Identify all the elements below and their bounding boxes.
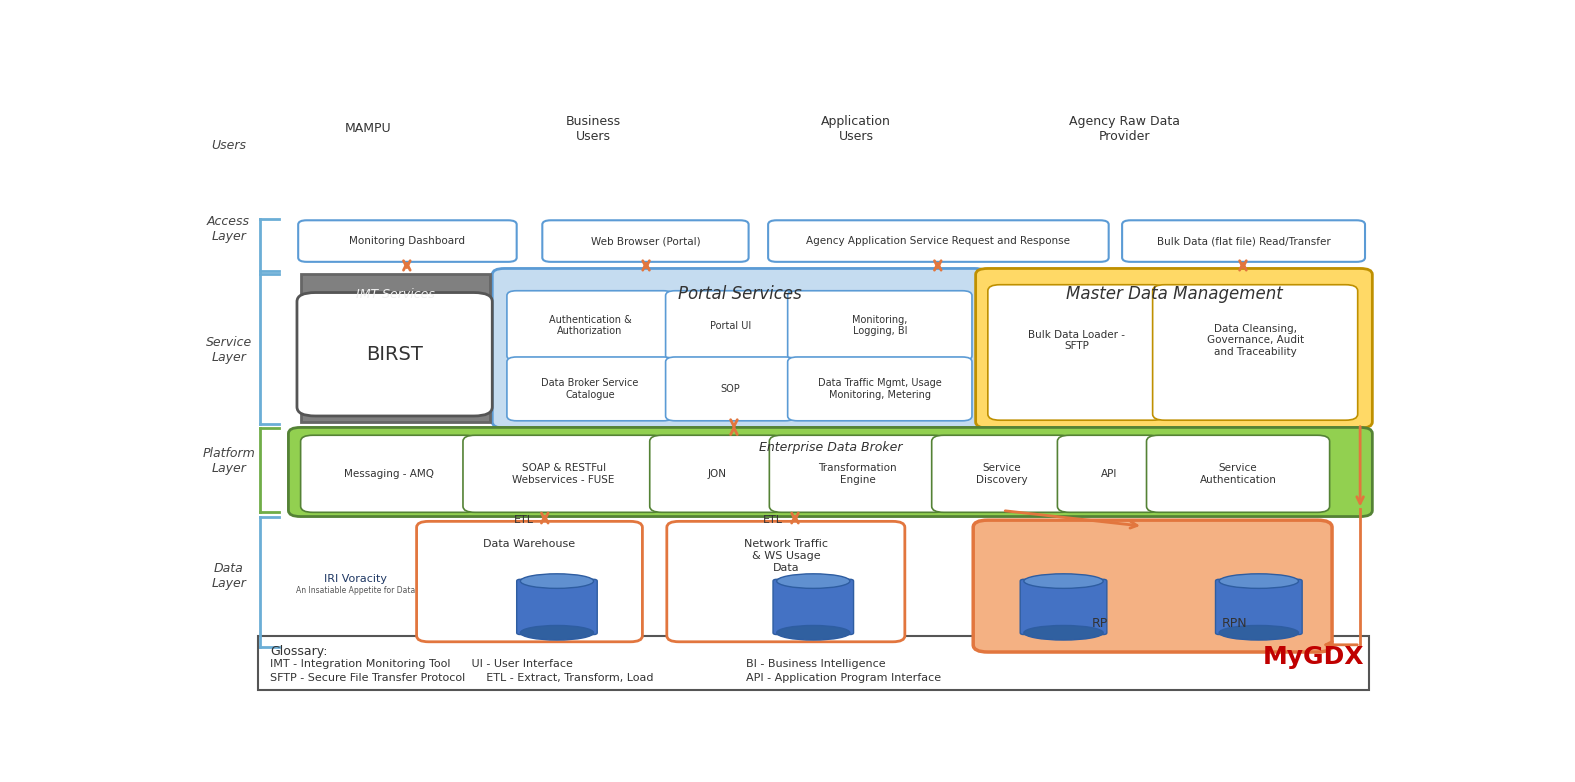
Text: Authentication &
Authorization: Authentication & Authorization <box>548 315 632 336</box>
Text: Monitoring,
Logging, BI: Monitoring, Logging, BI <box>852 315 907 336</box>
FancyBboxPatch shape <box>988 285 1166 420</box>
Text: IMT - Integration Monitoring Tool      UI - User Interface: IMT - Integration Monitoring Tool UI - U… <box>271 658 573 669</box>
Text: Data Traffic Mgmt, Usage
Monitoring, Metering: Data Traffic Mgmt, Usage Monitoring, Met… <box>817 378 942 400</box>
Text: RPN: RPN <box>1222 617 1247 630</box>
Text: MyGDX: MyGDX <box>1263 645 1364 669</box>
FancyBboxPatch shape <box>932 436 1073 512</box>
Ellipse shape <box>1219 626 1298 640</box>
FancyBboxPatch shape <box>463 436 665 512</box>
FancyBboxPatch shape <box>1057 436 1161 512</box>
Text: An Insatiable Appetite for Data: An Insatiable Appetite for Data <box>296 586 416 595</box>
Text: MAMPU: MAMPU <box>345 122 391 135</box>
Text: API - Application Program Interface: API - Application Program Interface <box>747 673 942 683</box>
FancyBboxPatch shape <box>288 428 1372 517</box>
FancyBboxPatch shape <box>517 579 597 634</box>
FancyBboxPatch shape <box>666 522 904 642</box>
Text: Data Broker Service
Catalogue: Data Broker Service Catalogue <box>542 378 638 400</box>
Text: Bulk Data (flat file) Read/Transfer: Bulk Data (flat file) Read/Transfer <box>1156 236 1331 246</box>
Text: Users: Users <box>211 138 246 152</box>
Text: SOP: SOP <box>720 384 740 394</box>
FancyBboxPatch shape <box>773 579 854 634</box>
Bar <box>258 636 1369 690</box>
Text: Platform
Layer: Platform Layer <box>202 447 255 475</box>
Text: Service
Authentication: Service Authentication <box>1200 463 1276 485</box>
Ellipse shape <box>520 574 594 588</box>
Ellipse shape <box>776 574 851 588</box>
Text: Service
Layer: Service Layer <box>205 335 252 364</box>
FancyBboxPatch shape <box>507 291 673 361</box>
Ellipse shape <box>520 626 594 640</box>
Text: Agency Raw Data
Provider: Agency Raw Data Provider <box>1069 115 1180 143</box>
Text: Transformation
Engine: Transformation Engine <box>819 463 898 485</box>
FancyBboxPatch shape <box>975 268 1372 428</box>
Text: SOAP & RESTFul
Webservices - FUSE: SOAP & RESTFul Webservices - FUSE <box>512 463 614 485</box>
Text: Portal UI: Portal UI <box>710 321 751 331</box>
FancyBboxPatch shape <box>542 221 748 262</box>
Ellipse shape <box>1024 574 1102 588</box>
Ellipse shape <box>776 626 851 640</box>
Text: Network Traffic
& WS Usage
Data: Network Traffic & WS Usage Data <box>743 540 828 572</box>
Text: Data
Layer: Data Layer <box>211 561 246 590</box>
Text: ETL: ETL <box>513 515 534 526</box>
Text: Access
Layer: Access Layer <box>206 215 250 243</box>
FancyBboxPatch shape <box>1021 579 1107 634</box>
Text: Service
Discovery: Service Discovery <box>976 463 1028 485</box>
FancyBboxPatch shape <box>1153 285 1358 420</box>
Text: API: API <box>1101 468 1118 479</box>
Text: Bulk Data Loader -
SFTP: Bulk Data Loader - SFTP <box>1028 330 1125 351</box>
FancyBboxPatch shape <box>507 357 673 421</box>
FancyBboxPatch shape <box>298 292 493 416</box>
FancyBboxPatch shape <box>416 522 643 642</box>
Text: SFTP - Secure File Transfer Protocol      ETL - Extract, Transform, Load: SFTP - Secure File Transfer Protocol ETL… <box>271 673 654 683</box>
Text: IRI Voracity: IRI Voracity <box>324 573 387 583</box>
FancyBboxPatch shape <box>973 520 1332 652</box>
Bar <box>301 274 490 422</box>
Text: Agency Application Service Request and Response: Agency Application Service Request and R… <box>806 236 1071 246</box>
Text: Portal Services: Portal Services <box>677 285 802 303</box>
Text: BIRST: BIRST <box>365 345 424 364</box>
FancyBboxPatch shape <box>493 268 986 428</box>
Text: Business
Users: Business Users <box>565 115 621 143</box>
Text: BI - Business Intelligence: BI - Business Intelligence <box>747 658 885 669</box>
Text: Web Browser (Portal): Web Browser (Portal) <box>591 236 701 246</box>
Ellipse shape <box>1024 626 1102 640</box>
FancyBboxPatch shape <box>1147 436 1329 512</box>
Text: JON: JON <box>707 468 726 479</box>
FancyBboxPatch shape <box>788 357 972 421</box>
FancyBboxPatch shape <box>1216 579 1303 634</box>
Text: Messaging - AMQ: Messaging - AMQ <box>343 468 435 479</box>
FancyBboxPatch shape <box>298 221 517 262</box>
Text: ETL: ETL <box>762 515 783 526</box>
Text: Enterprise Data Broker: Enterprise Data Broker <box>759 441 902 454</box>
Text: Data Warehouse: Data Warehouse <box>484 540 575 550</box>
FancyBboxPatch shape <box>788 291 972 361</box>
FancyBboxPatch shape <box>1121 221 1366 262</box>
FancyBboxPatch shape <box>769 221 1109 262</box>
Text: IMT Services: IMT Services <box>356 288 435 301</box>
Ellipse shape <box>1219 574 1298 588</box>
FancyBboxPatch shape <box>301 436 477 512</box>
FancyBboxPatch shape <box>666 291 795 361</box>
FancyBboxPatch shape <box>650 436 784 512</box>
Text: Master Data Management: Master Data Management <box>1066 285 1282 303</box>
Text: Data Cleansing,
Governance, Audit
and Traceability: Data Cleansing, Governance, Audit and Tr… <box>1206 324 1304 357</box>
FancyBboxPatch shape <box>666 357 795 421</box>
Text: RP: RP <box>1091 617 1109 630</box>
Text: Monitoring Dashboard: Monitoring Dashboard <box>350 236 466 246</box>
Text: Application
Users: Application Users <box>821 115 891 143</box>
Text: Glossary:: Glossary: <box>271 645 328 658</box>
FancyBboxPatch shape <box>769 436 947 512</box>
